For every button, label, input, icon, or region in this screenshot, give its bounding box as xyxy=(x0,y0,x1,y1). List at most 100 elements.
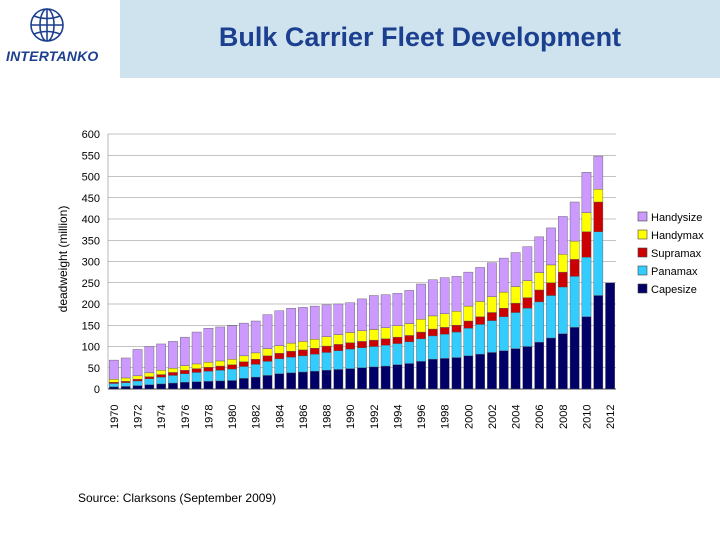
bar-supramax-1989 xyxy=(333,344,344,351)
bar-capesize-2000 xyxy=(463,355,474,390)
bar-panamax-1984 xyxy=(274,358,285,374)
bar-supramax-1973 xyxy=(144,376,155,379)
bar-handymax-1986 xyxy=(298,341,308,351)
bar-handysize-1976 xyxy=(179,336,190,366)
bar-supramax-1998 xyxy=(439,327,450,335)
bar-capesize-1977 xyxy=(191,381,202,390)
bar-handymax-1993 xyxy=(380,327,391,340)
bar-handymax-2006 xyxy=(534,272,545,291)
bar-handysize-2009 xyxy=(569,201,580,242)
bar-panamax-2011 xyxy=(593,231,604,296)
bar-handysize-1988 xyxy=(321,304,332,337)
y-tick-label: 250 xyxy=(82,278,100,290)
bar-panamax-1996 xyxy=(416,338,426,362)
bar-panamax-1989 xyxy=(333,350,344,370)
x-tick-label: 1970 xyxy=(109,405,121,429)
bar-capesize-1980 xyxy=(227,380,237,390)
bar-capesize-2001 xyxy=(475,353,485,390)
bar-handymax-1991 xyxy=(357,330,367,342)
bar-handysize-2000 xyxy=(463,271,474,307)
bar-panamax-1993 xyxy=(380,345,391,367)
bar-supramax-1994 xyxy=(392,336,403,344)
x-tick-label: 1984 xyxy=(274,405,286,429)
bar-capesize-1975 xyxy=(168,382,178,390)
x-tick-label: 2000 xyxy=(463,405,475,429)
bar-supramax-2004 xyxy=(510,302,521,313)
bar-capesize-1993 xyxy=(380,365,391,390)
bar-handymax-1974 xyxy=(156,370,166,375)
bar-capesize-2012 xyxy=(605,282,615,390)
bar-handymax-1994 xyxy=(392,325,403,338)
bar-handysize-1990 xyxy=(345,302,355,333)
bar-handymax-2005 xyxy=(522,280,533,298)
bar-capesize-1971 xyxy=(120,386,131,390)
legend-label-supramax: Supramax xyxy=(651,248,702,260)
y-tick-label: 100 xyxy=(82,342,100,354)
bar-capesize-2011 xyxy=(593,295,604,390)
bar-panamax-1995 xyxy=(404,341,415,364)
bar-supramax-1992 xyxy=(369,339,379,347)
bar-supramax-2003 xyxy=(498,308,509,317)
bar-supramax-2011 xyxy=(593,201,604,232)
x-tick-label: 1986 xyxy=(298,405,310,429)
source-note: Source: Clarksons (September 2009) xyxy=(78,491,277,505)
bar-handysize-1998 xyxy=(439,277,450,314)
x-tick-label: 1974 xyxy=(156,405,168,429)
bar-handysize-1993 xyxy=(380,294,391,328)
bar-supramax-1985 xyxy=(286,350,296,358)
bar-handymax-2009 xyxy=(569,240,580,260)
x-tick-label: 1988 xyxy=(322,405,334,429)
bar-supramax-2009 xyxy=(569,259,580,277)
bar-supramax-2000 xyxy=(463,320,474,329)
legend-label-handysize: Handysize xyxy=(651,212,702,224)
bar-handysize-2002 xyxy=(487,262,497,297)
bar-panamax-1973 xyxy=(144,378,155,385)
x-tick-label: 1972 xyxy=(133,405,145,429)
y-tick-label: 50 xyxy=(88,363,100,375)
bar-panamax-1977 xyxy=(191,372,202,382)
bar-supramax-1986 xyxy=(298,349,308,357)
bar-handymax-1972 xyxy=(132,375,143,380)
bar-handysize-2007 xyxy=(546,227,556,266)
x-tick-label: 2008 xyxy=(558,405,570,429)
x-tick-label: 1990 xyxy=(345,405,357,429)
legend: Handysize Handymax Supramax Panamax Capesize xyxy=(637,211,704,296)
bar-panamax-2000 xyxy=(463,328,474,357)
bar-handymax-1976 xyxy=(179,365,190,371)
y-tick-label: 400 xyxy=(82,214,100,226)
bar-handysize-1978 xyxy=(203,328,214,363)
bar-panamax-2005 xyxy=(522,308,533,347)
bar-supramax-1996 xyxy=(416,331,426,340)
y-tick-label: 450 xyxy=(82,193,100,205)
bar-capesize-1984 xyxy=(274,373,285,390)
x-tick-label: 2006 xyxy=(534,405,546,429)
bar-handymax-1985 xyxy=(286,342,296,352)
bar-panamax-1988 xyxy=(321,352,332,371)
bar-panamax-1987 xyxy=(309,353,320,372)
bar-handymax-1977 xyxy=(191,363,202,369)
x-tick-label: 2004 xyxy=(511,405,523,429)
bar-supramax-2010 xyxy=(581,231,592,258)
bar-panamax-1982 xyxy=(250,364,261,378)
bar-handymax-2003 xyxy=(498,291,509,309)
bar-capesize-1970 xyxy=(109,386,119,390)
bar-handysize-1972 xyxy=(132,349,143,377)
logo-text: INTERTANKO xyxy=(6,48,99,64)
bar-panamax-1990 xyxy=(345,348,355,369)
bar-capesize-2003 xyxy=(498,350,509,390)
bar-handymax-1970 xyxy=(109,379,119,383)
y-tick-label: 550 xyxy=(82,150,100,162)
bar-handysize-1991 xyxy=(357,298,367,331)
bar-handysize-2003 xyxy=(498,257,509,293)
bar-handysize-1994 xyxy=(392,293,403,326)
bar-panamax-2006 xyxy=(534,301,545,343)
bar-capesize-1978 xyxy=(203,381,214,390)
bar-handysize-1979 xyxy=(215,326,226,362)
bar-capesize-2004 xyxy=(510,348,521,390)
bar-supramax-1981 xyxy=(239,361,249,367)
bar-capesize-2008 xyxy=(558,333,568,390)
bar-capesize-1999 xyxy=(451,357,462,390)
bar-supramax-2008 xyxy=(558,271,568,288)
bar-supramax-2007 xyxy=(546,282,556,296)
bar-handymax-1995 xyxy=(404,323,415,336)
